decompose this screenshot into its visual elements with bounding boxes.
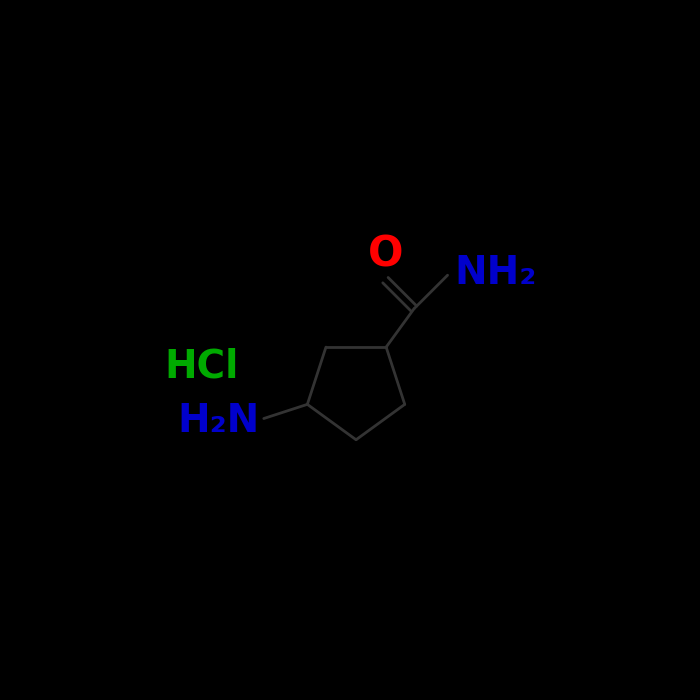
Text: O: O	[368, 234, 403, 276]
Text: H₂N: H₂N	[177, 402, 260, 440]
Text: HCl: HCl	[164, 348, 239, 386]
Text: NH₂: NH₂	[454, 253, 536, 291]
